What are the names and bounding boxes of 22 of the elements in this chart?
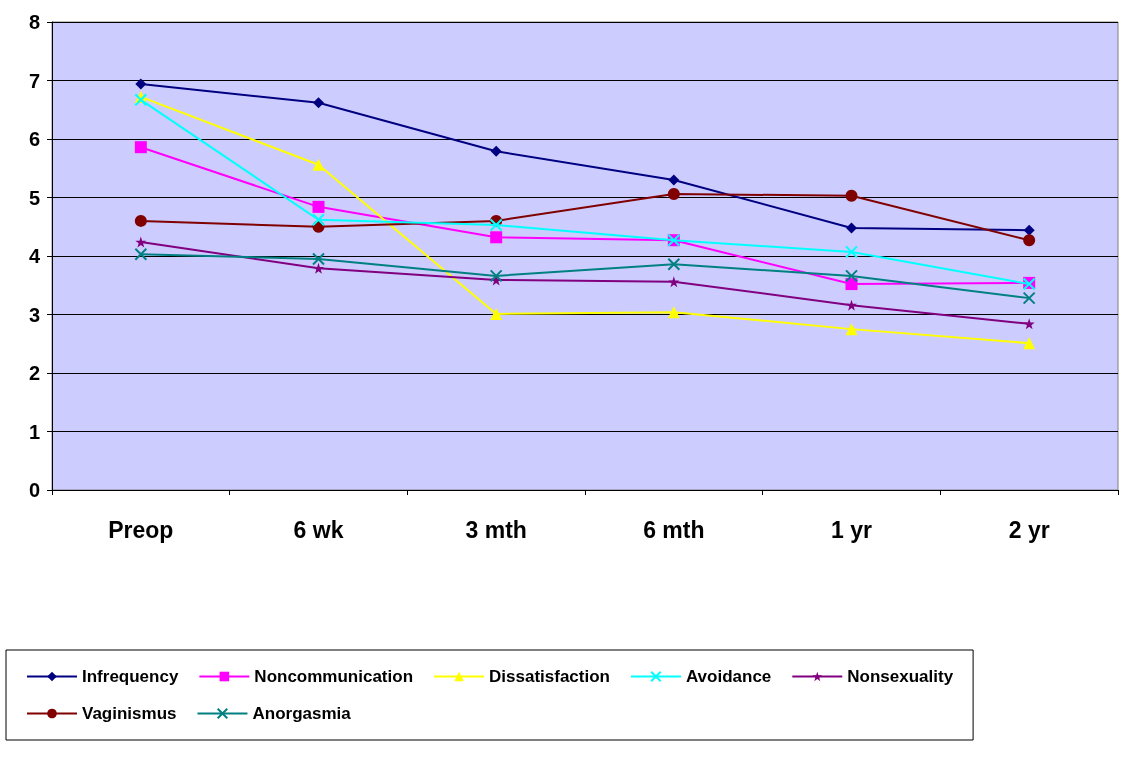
y-tick-label: 1 (28, 420, 40, 443)
y-tick-label: 7 (28, 69, 40, 92)
x-tick-label: Preop (108, 516, 174, 543)
y-tick-label: 0 (28, 479, 40, 501)
legend-label: Dissatisfaction (489, 667, 610, 686)
legend-label: Nonsexuality (847, 667, 954, 686)
y-tick-label: 6 (28, 128, 40, 150)
legend-label: Vaginismus (82, 704, 177, 723)
x-tick-label: 3 mth (465, 516, 527, 543)
legend-label: Anorgasmia (252, 704, 352, 723)
legend-label: Noncommunication (254, 667, 414, 686)
x-tick-label: 6 mth (643, 516, 705, 543)
y-tick-label: 8 (28, 11, 40, 33)
x-tick-label: 6 wk (293, 516, 344, 543)
x-tick-label: 1 yr (831, 516, 872, 543)
y-tick-label: 2 (28, 362, 40, 384)
legend-label: Infrequency (82, 667, 179, 686)
y-tick-label: 4 (28, 245, 41, 267)
x-tick-label: 2 yr (1008, 516, 1050, 543)
y-tick-label: 5 (28, 186, 40, 209)
y-tick-label: 3 (28, 303, 40, 326)
legend-label: Avoidance (685, 667, 772, 686)
